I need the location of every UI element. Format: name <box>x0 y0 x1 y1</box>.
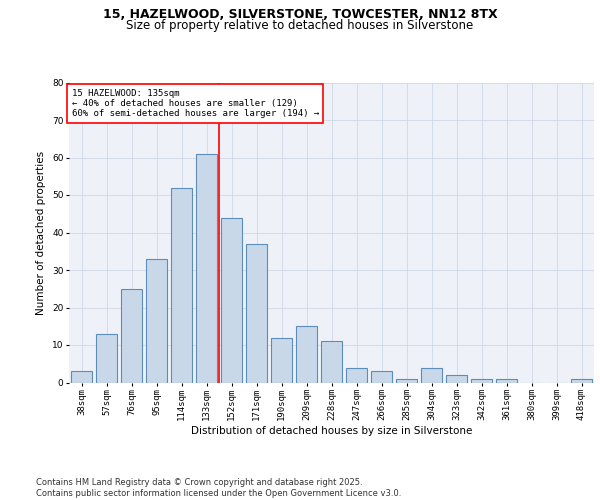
Bar <box>296 326 317 382</box>
Bar <box>271 338 292 382</box>
Bar <box>121 289 142 382</box>
Bar <box>196 154 217 382</box>
Bar <box>146 259 167 382</box>
Bar <box>496 379 517 382</box>
Bar <box>421 368 442 382</box>
Text: Size of property relative to detached houses in Silverstone: Size of property relative to detached ho… <box>127 19 473 32</box>
Text: Contains HM Land Registry data © Crown copyright and database right 2025.
Contai: Contains HM Land Registry data © Crown c… <box>36 478 401 498</box>
Bar <box>71 371 92 382</box>
Bar <box>371 371 392 382</box>
Bar <box>571 379 592 382</box>
Bar <box>246 244 267 382</box>
Text: 15, HAZELWOOD, SILVERSTONE, TOWCESTER, NN12 8TX: 15, HAZELWOOD, SILVERSTONE, TOWCESTER, N… <box>103 8 497 20</box>
X-axis label: Distribution of detached houses by size in Silverstone: Distribution of detached houses by size … <box>191 426 472 436</box>
Text: 15 HAZELWOOD: 135sqm
← 40% of detached houses are smaller (129)
60% of semi-deta: 15 HAZELWOOD: 135sqm ← 40% of detached h… <box>71 88 319 118</box>
Bar <box>171 188 192 382</box>
Bar <box>346 368 367 382</box>
Bar <box>471 379 492 382</box>
Bar <box>396 379 417 382</box>
Bar <box>221 218 242 382</box>
Bar <box>321 341 342 382</box>
Bar <box>96 334 117 382</box>
Y-axis label: Number of detached properties: Number of detached properties <box>37 150 46 314</box>
Bar <box>446 375 467 382</box>
